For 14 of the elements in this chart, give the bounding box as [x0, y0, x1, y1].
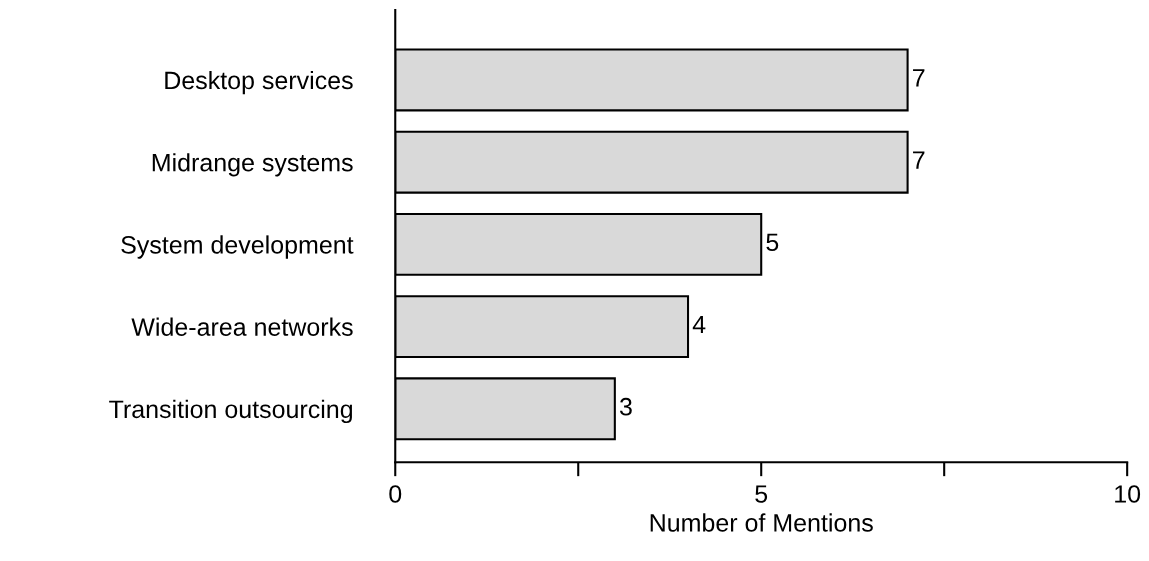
- x-tick-label: 10: [1115, 485, 1141, 503]
- data-label: 3: [619, 397, 632, 416]
- x-tick-label: 0: [389, 485, 402, 503]
- y-tick-label: System development: [121, 235, 354, 259]
- data-label: 4: [692, 315, 706, 334]
- x-tick-label: 5: [755, 485, 768, 503]
- x-axis-title: Number of Mentions: [650, 513, 873, 532]
- y-tick-label: Desktop services: [165, 70, 353, 95]
- y-tick-label: Transition outsourcing: [109, 399, 352, 424]
- data-label: 7: [913, 69, 925, 87]
- y-tick-label: Wide-area networks: [131, 317, 353, 336]
- data-label: 5: [766, 233, 779, 252]
- y-tick-label: Midrange systems: [152, 153, 353, 177]
- data-label: 7: [913, 151, 925, 169]
